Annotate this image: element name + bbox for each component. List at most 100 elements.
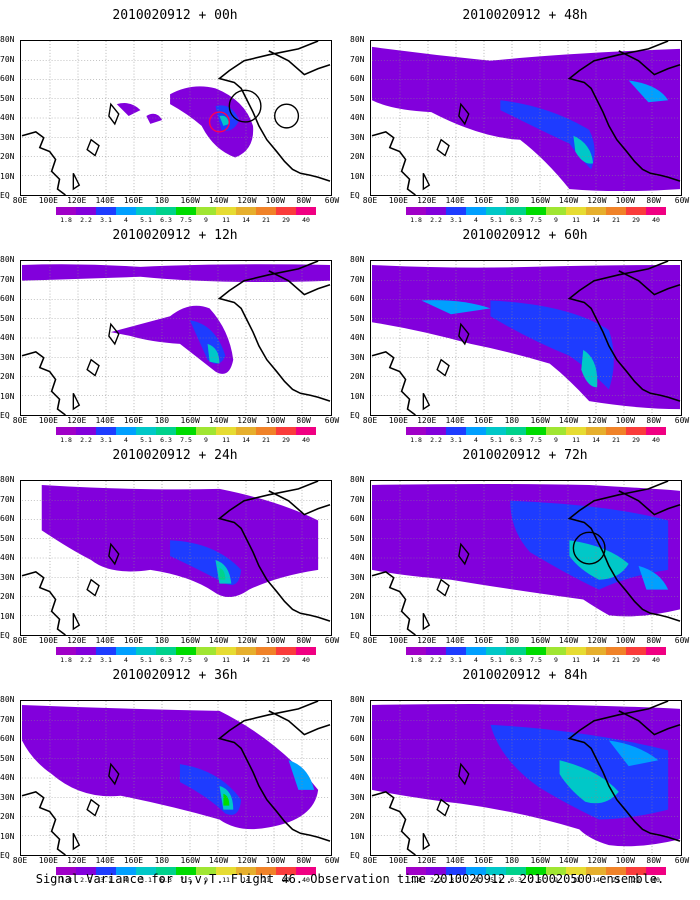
colorbar-swatch <box>406 647 426 655</box>
colorbar-swatch <box>646 867 666 875</box>
colorbar-label: 5.1 <box>140 656 152 664</box>
variance-contour <box>207 343 220 364</box>
lon-label: 120W <box>587 636 607 645</box>
lat-label: 10N <box>0 391 15 401</box>
lat-label: 30N <box>350 572 365 582</box>
island-coastline <box>422 832 431 851</box>
lon-label: 100W <box>615 196 635 205</box>
colorbar-swatch <box>466 427 486 435</box>
lat-label: 80N <box>0 35 15 44</box>
colorbar-swatch <box>136 427 156 435</box>
colorbar-label: 4 <box>474 436 478 444</box>
colorbar-swatch <box>236 867 256 875</box>
colorbar-label: 3.1 <box>450 216 462 224</box>
colorbar-swatch <box>256 207 276 215</box>
lat-label: 80N <box>0 475 15 484</box>
colorbar-swatch <box>526 647 546 655</box>
colorbar-swatch <box>176 427 196 435</box>
lat-label: 30N <box>350 792 365 802</box>
lon-label: 80W <box>296 856 311 865</box>
lon-label: 120W <box>237 856 257 865</box>
colorbar-swatch <box>406 867 426 875</box>
lon-label: 120E <box>67 416 87 425</box>
map-svg <box>371 41 681 195</box>
lon-label: 120W <box>237 636 257 645</box>
lon-label: 120W <box>587 196 607 205</box>
map-panel: 2010020912 + 24h 80N 70N 60N 50N 40N 30N 20N 10N… <box>0 440 350 664</box>
lon-label: 140E <box>445 856 465 865</box>
lon-label: 120W <box>587 856 607 865</box>
colorbar-label: 29 <box>282 876 290 884</box>
lon-label: 80E <box>12 856 28 865</box>
colorbar-label: 29 <box>632 876 640 884</box>
map-area <box>20 700 332 856</box>
colorbar-label: 21 <box>612 876 620 884</box>
lat-label: 70N <box>0 494 15 504</box>
map-svg <box>371 261 681 415</box>
colorbar-label: 29 <box>632 436 640 444</box>
colorbar-label: 21 <box>262 876 270 884</box>
variance-contour <box>559 760 619 804</box>
colorbar-swatch <box>196 207 216 215</box>
colorbar-label: 6.3 <box>510 656 522 664</box>
colorbar-swatch <box>76 647 96 655</box>
colorbar-swatch <box>196 427 216 435</box>
map-svg <box>21 481 331 635</box>
lon-label: 160E <box>473 196 494 205</box>
colorbar <box>406 647 666 655</box>
lon-label: 120E <box>67 636 87 645</box>
colorbar-label: 3.1 <box>450 656 462 664</box>
island-coastline <box>436 798 450 817</box>
colorbar-label: 29 <box>282 216 290 224</box>
coastline <box>21 570 66 635</box>
variance-contour <box>146 113 163 124</box>
lon-label: 140E <box>95 196 115 205</box>
colorbar-label: 2.2 <box>80 876 92 884</box>
colorbar-swatch <box>116 647 136 655</box>
lon-label: 60W <box>674 416 690 425</box>
lon-label: 180 <box>154 416 170 425</box>
colorbar-swatch <box>296 867 316 875</box>
colorbar-label: 3.1 <box>450 876 462 884</box>
colorbar-swatch <box>446 647 466 655</box>
lon-label: 100W <box>265 416 285 425</box>
colorbar-label: 6.3 <box>510 876 522 884</box>
panel-title: 2010020912 + 00h <box>112 8 238 23</box>
lon-label: 100W <box>265 856 285 865</box>
lat-label: 10N <box>0 611 15 621</box>
coastline <box>618 710 681 736</box>
colorbar-swatch <box>446 867 466 875</box>
colorbar-swatch <box>606 207 626 215</box>
lat-label: 80N <box>350 255 365 264</box>
variance-contour <box>170 86 254 158</box>
colorbar-label: 4 <box>124 876 128 884</box>
variance-contour <box>22 704 319 830</box>
lon-label: 60W <box>324 196 340 205</box>
colorbar-swatch <box>136 647 156 655</box>
colorbar-label: 14 <box>242 876 250 884</box>
lon-label: 160W <box>530 416 550 425</box>
colorbar-label: 3.1 <box>100 216 112 224</box>
lon-label: 160E <box>123 636 144 645</box>
island-coastline <box>436 138 450 157</box>
lat-label: 60N <box>350 294 365 303</box>
lon-label: 180 <box>504 856 520 865</box>
lon-label: 120W <box>237 196 257 205</box>
lat-label: 40N <box>350 553 365 562</box>
lat-label: 10N <box>350 611 365 621</box>
map-area <box>370 700 682 856</box>
map-panel: 2010020912 + 36h 80N 70N 60N 50N 40N 30N 20N 10N… <box>0 660 350 884</box>
colorbar-swatch <box>76 867 96 875</box>
colorbar-swatch <box>406 207 426 215</box>
lon-label: 160W <box>530 856 550 865</box>
lat-label: 20N <box>350 372 365 381</box>
coastline <box>268 490 331 516</box>
lat-label: 70N <box>0 54 15 64</box>
panel-title: 2010020912 + 72h <box>462 448 588 463</box>
colorbar-swatch <box>566 647 586 655</box>
colorbar-swatch <box>606 647 626 655</box>
colorbar-label: 11 <box>572 216 580 224</box>
colorbar-swatch <box>606 427 626 435</box>
variance-contour <box>288 760 315 790</box>
colorbar <box>406 427 666 435</box>
